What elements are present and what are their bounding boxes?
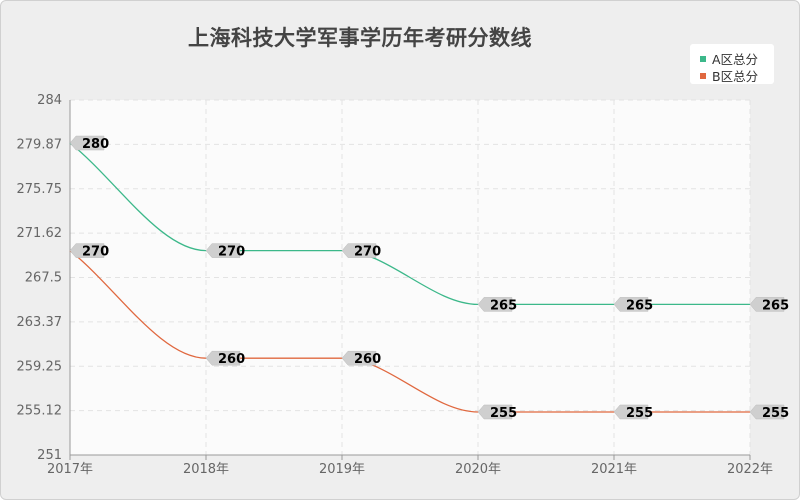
y-tick-label: 255.12 [17, 404, 63, 419]
data-label-bg [69, 135, 105, 151]
data-label-bg [477, 404, 513, 420]
x-tick-label: 2018年 [183, 462, 229, 477]
data-label-bg [205, 350, 241, 366]
data-label: 265 [762, 298, 789, 313]
data-label-bg [613, 404, 649, 420]
y-tick-label: 284 [37, 93, 62, 108]
data-label: 255 [762, 406, 789, 421]
y-tick-label: 279.87 [17, 137, 63, 152]
data-label: 260 [354, 352, 381, 367]
data-label-bg [341, 243, 377, 258]
data-label-bg [477, 297, 513, 312]
data-label-bg [341, 350, 377, 366]
x-tick-label: 2022年 [727, 462, 773, 477]
data-label: 270 [218, 245, 245, 260]
y-tick-label: 259.25 [17, 359, 63, 374]
y-tick-label: 271.62 [17, 226, 63, 241]
legend-label-b: B区总分 [712, 69, 759, 84]
data-label-bg [749, 404, 785, 420]
data-label: 270 [82, 245, 109, 260]
data-label: 265 [490, 298, 517, 313]
y-tick-label: 251 [37, 448, 62, 463]
legend-item-a[interactable]: A区总分 [700, 49, 758, 68]
data-label: 270 [354, 245, 381, 260]
data-label: 265 [626, 298, 653, 313]
y-tick-label: 267.5 [25, 271, 62, 286]
x-tick-label: 2021年 [591, 462, 637, 477]
legend-swatch-b [700, 72, 706, 79]
x-tick-label: 2019年 [319, 462, 365, 477]
legend: A区总分 B区总分 [690, 44, 774, 84]
data-label: 260 [218, 352, 245, 367]
legend-label-a: A区总分 [712, 52, 759, 67]
data-label-bg [205, 243, 241, 258]
legend-swatch-a [700, 55, 706, 62]
y-tick-label: 263.37 [17, 315, 63, 330]
data-label: 255 [626, 406, 653, 421]
data-label-bg [69, 243, 105, 258]
data-label-bg [749, 297, 785, 312]
data-label-bg [613, 297, 649, 312]
y-tick-label: 275.75 [17, 182, 63, 197]
data-label: 280 [82, 137, 109, 152]
legend-item-b[interactable]: B区总分 [700, 66, 758, 85]
data-label: 255 [490, 406, 517, 421]
chart-title: 上海科技大学军事学历年考研分数线 [188, 26, 532, 50]
x-tick-label: 2017年 [47, 462, 93, 477]
x-tick-label: 2020年 [455, 462, 501, 477]
